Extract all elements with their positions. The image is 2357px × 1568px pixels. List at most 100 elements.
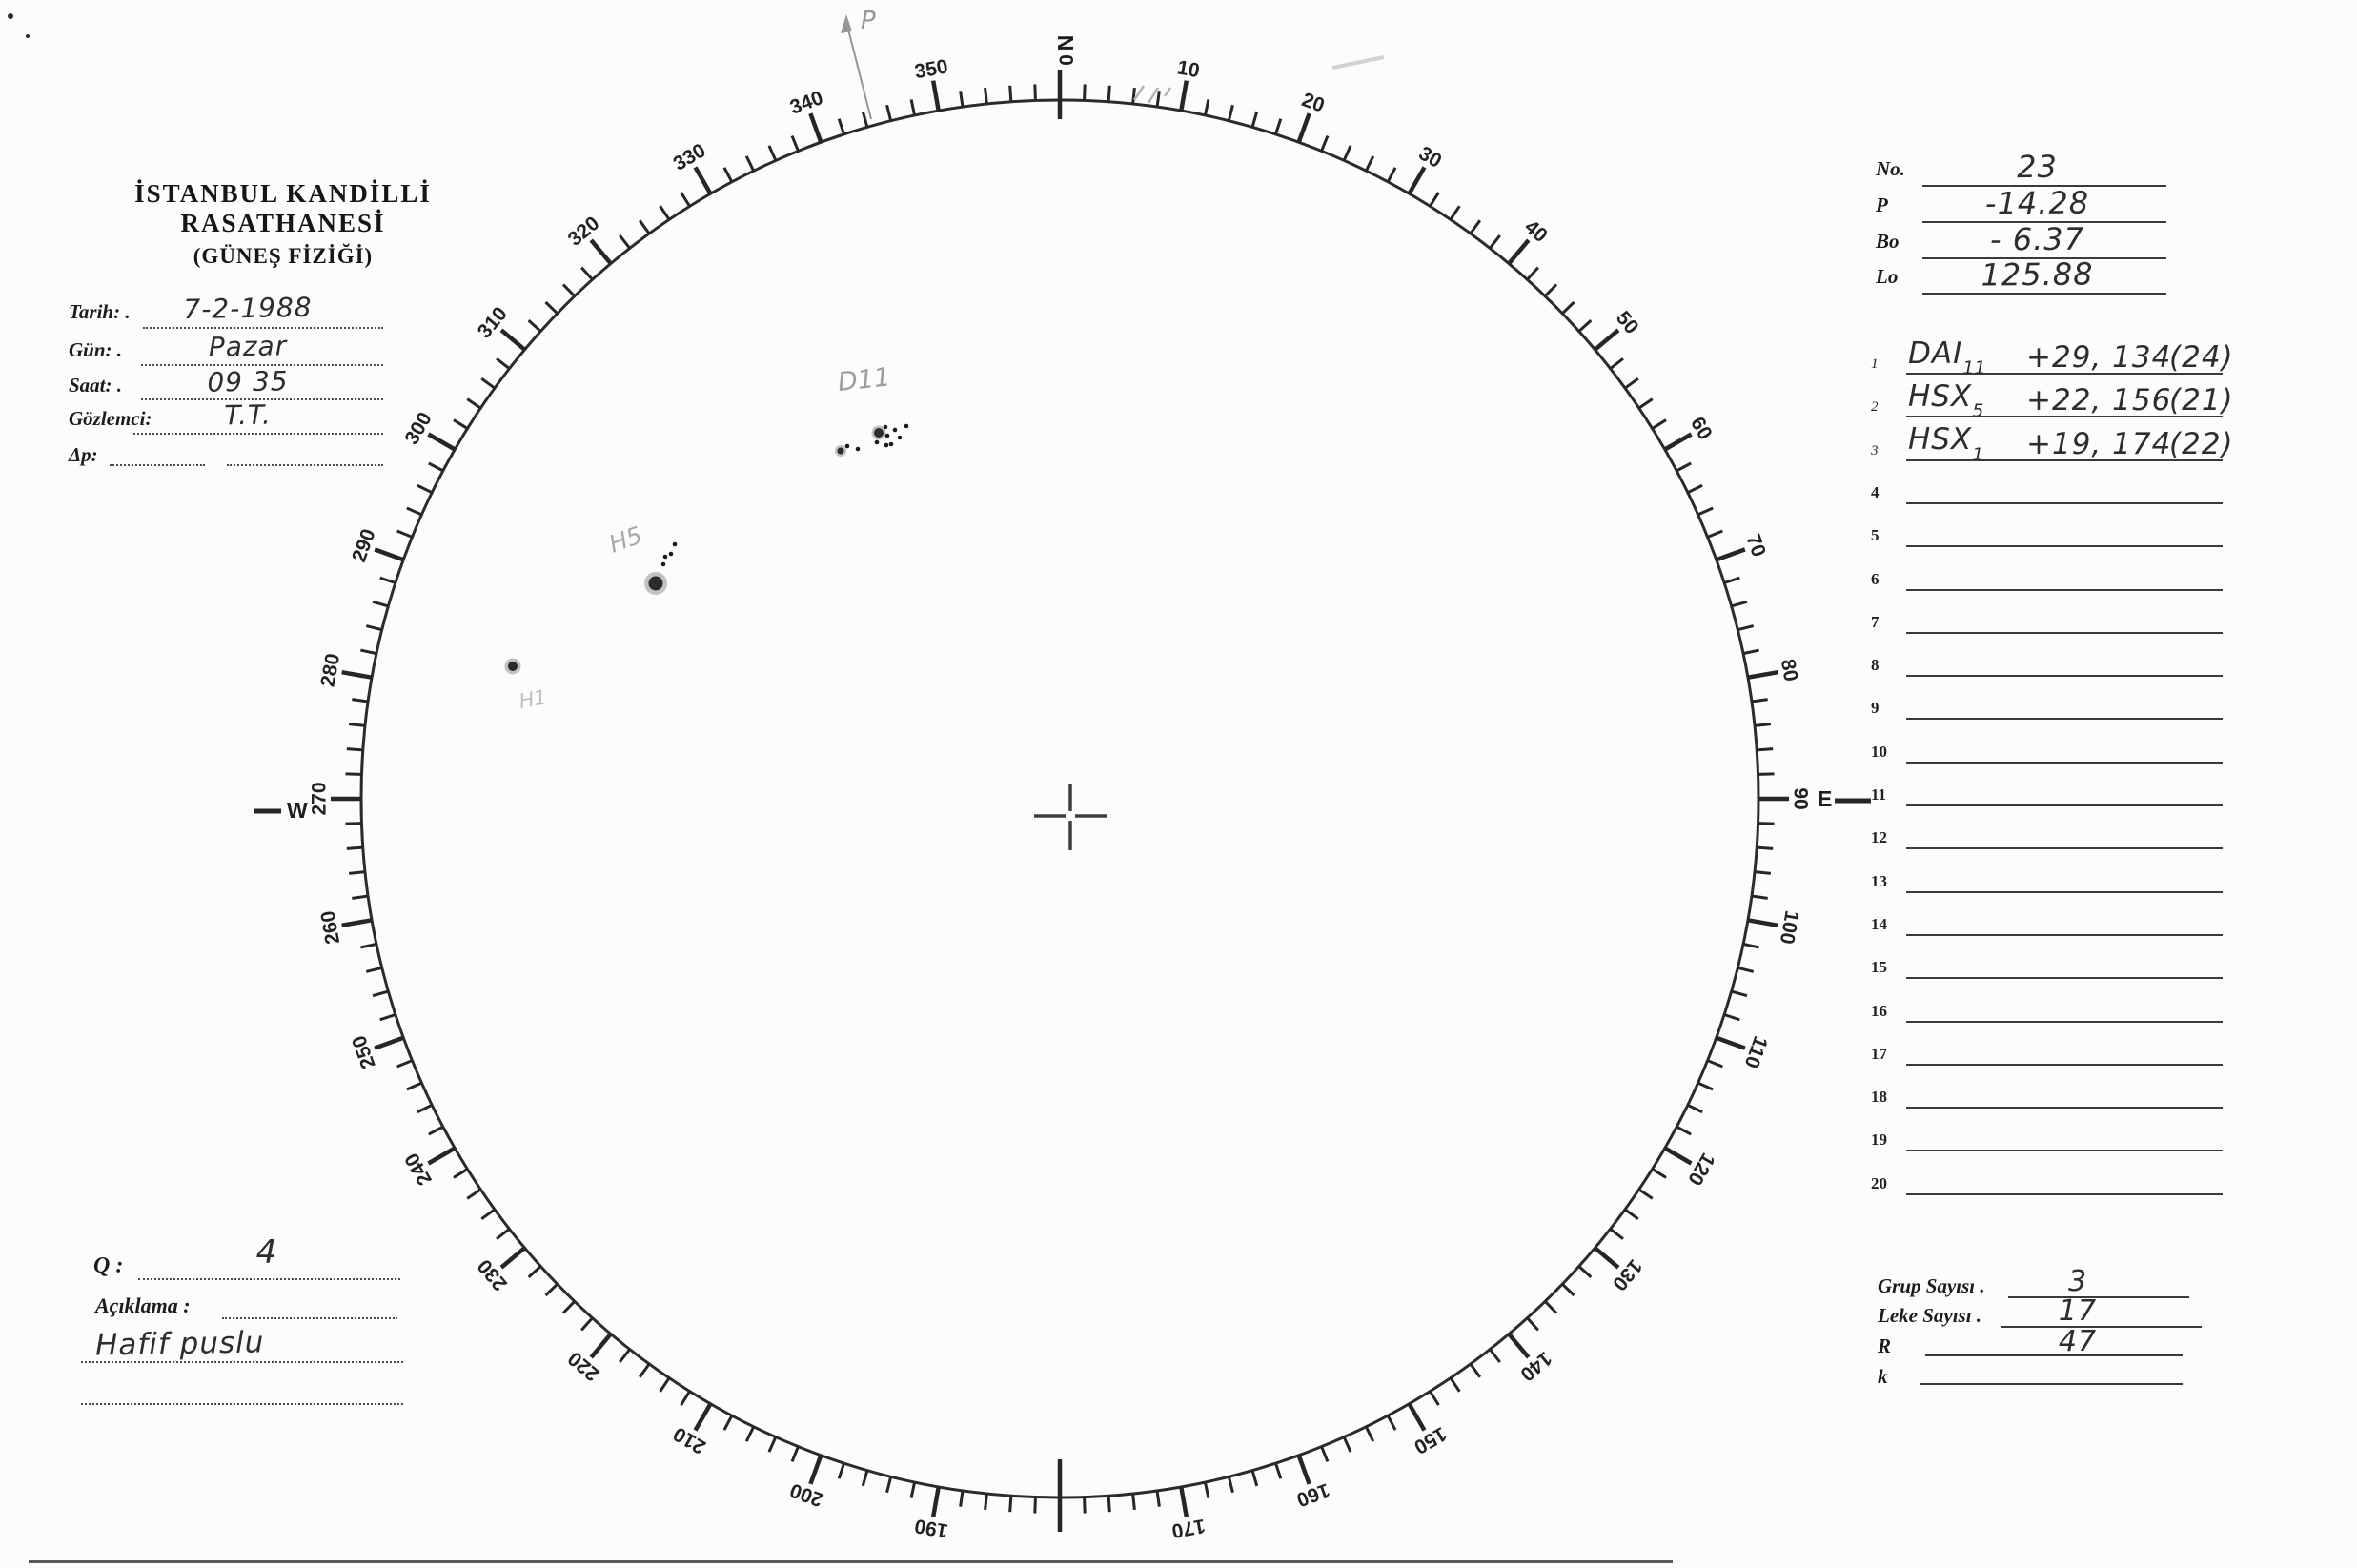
row-number: 6 bbox=[1871, 569, 1880, 588]
gun-value: Pazar bbox=[208, 330, 288, 363]
summary-row-r: R 47 bbox=[1868, 1325, 2230, 1367]
degree-tick bbox=[1758, 772, 1775, 776]
degree-tick bbox=[396, 529, 413, 539]
degree-tick bbox=[1407, 1402, 1427, 1432]
group-position: +29, 134 bbox=[2026, 340, 2172, 375]
row-number: 19 bbox=[1871, 1130, 1887, 1150]
scan-smudge bbox=[1331, 55, 1385, 70]
degree-tick bbox=[561, 283, 576, 297]
degree-tick bbox=[693, 1402, 713, 1432]
degree-tick bbox=[1676, 1125, 1692, 1136]
degree-tick bbox=[346, 747, 363, 752]
degree-tick bbox=[379, 576, 396, 584]
observatory-name: İSTANBUL KANDİLLİ RASATHANESİ bbox=[134, 179, 432, 237]
sunspot-dot bbox=[897, 435, 903, 440]
degree-tick bbox=[638, 1363, 651, 1378]
degree-tick bbox=[1489, 234, 1501, 250]
degree-tick bbox=[767, 145, 778, 161]
ephemeris-block: No. 23 P -14.28 Bo - 6.37 Lo 125.88 bbox=[1868, 148, 2230, 313]
degree-label: 30 bbox=[1415, 142, 1446, 173]
degree-tick bbox=[466, 397, 482, 410]
degree-tick bbox=[1687, 1103, 1703, 1114]
degree-tick bbox=[428, 1125, 444, 1136]
degree-tick bbox=[790, 135, 800, 152]
summary-block: Grup Sayısı . 3 Leke Sayısı . 17 R 47 k bbox=[1868, 1265, 2230, 1401]
row-line bbox=[1906, 545, 2223, 548]
saat-value: 09 35 bbox=[207, 365, 289, 398]
remark-line bbox=[81, 1361, 403, 1363]
summary-row-grup: Grup Sayısı . 3 bbox=[1868, 1265, 2230, 1307]
degree-label: 60 bbox=[1686, 414, 1717, 444]
scan-speck bbox=[8, 13, 13, 19]
bo-label: Bo bbox=[1876, 230, 1900, 253]
degree-tick bbox=[1594, 328, 1620, 352]
lo-label: Lo bbox=[1876, 265, 1899, 288]
group-position: +22, 156 bbox=[2026, 383, 2172, 418]
group-type: HSX1 bbox=[1908, 422, 1984, 465]
tarih-line bbox=[143, 327, 383, 329]
degree-tick bbox=[619, 234, 631, 250]
row-line bbox=[1906, 416, 2223, 418]
degree-tick bbox=[1083, 1497, 1087, 1514]
degree-label: 100 bbox=[1776, 909, 1803, 947]
degree-label: 80 bbox=[1777, 658, 1802, 683]
sunspot-dot bbox=[660, 561, 666, 567]
tarih-label: Tarih: . bbox=[69, 300, 131, 323]
group-list-row: 2 HSX5 +22, 156 (21) bbox=[1859, 377, 2259, 421]
gozlemci-label: Gözlemci: bbox=[69, 407, 152, 430]
degree-tick bbox=[1449, 205, 1461, 221]
north-label: N bbox=[1053, 35, 1078, 51]
leke-sayisi-line bbox=[2001, 1326, 2202, 1328]
row-number: 16 bbox=[1871, 1001, 1887, 1020]
no-line bbox=[1922, 185, 2166, 187]
west-label: W bbox=[287, 798, 308, 823]
degree-tick bbox=[348, 723, 366, 727]
scan-speck bbox=[26, 34, 30, 38]
degree-tick bbox=[1507, 238, 1531, 265]
degree-label: 290 bbox=[348, 526, 380, 565]
degree-tick bbox=[1561, 1283, 1575, 1297]
group-list-row: 7 bbox=[1859, 594, 2259, 634]
degree-tick bbox=[417, 483, 433, 495]
k-label: k bbox=[1878, 1365, 1888, 1388]
group-count: (22) bbox=[2169, 426, 2234, 461]
degree-tick bbox=[1676, 461, 1692, 473]
degree-tick bbox=[1663, 432, 1693, 452]
sunspot-dot bbox=[904, 423, 909, 429]
observatory-header: İSTANBUL KANDİLLİ RASATHANESİ (GÜNEŞ FİZ… bbox=[65, 179, 501, 269]
row-number: 7 bbox=[1871, 612, 1880, 631]
row-number: 20 bbox=[1871, 1173, 1887, 1192]
degree-tick bbox=[499, 1246, 526, 1270]
degree-tick bbox=[1155, 91, 1161, 108]
degree-label: 10 bbox=[1175, 56, 1201, 82]
p-line bbox=[1922, 221, 2166, 223]
group-list-row: 14 bbox=[1859, 896, 2259, 936]
group-list-row: 17 bbox=[1859, 1026, 2259, 1066]
degree-tick bbox=[1609, 1228, 1624, 1240]
form-field-saat: Saat: . 09 35 bbox=[67, 365, 396, 406]
degree-tick bbox=[428, 461, 444, 473]
group-list-row: 3 HSX1 +19, 174 (22) bbox=[1859, 421, 2259, 465]
sunspot-dot bbox=[884, 433, 890, 438]
leke-sayisi-label: Leke Sayısı . bbox=[1878, 1304, 1982, 1327]
row-line bbox=[1906, 933, 2223, 936]
degree-tick bbox=[1469, 1363, 1482, 1378]
degree-label: 190 bbox=[913, 1515, 950, 1542]
group-list-row: 19 bbox=[1859, 1111, 2259, 1152]
degree-tick bbox=[909, 1481, 917, 1498]
grup-sayisi-label: Grup Sayısı . bbox=[1878, 1274, 1985, 1297]
degree-label: 150 bbox=[1411, 1422, 1451, 1457]
no-value: 23 bbox=[2016, 148, 2059, 186]
sunspot-dot bbox=[884, 442, 889, 448]
degree-tick bbox=[1407, 166, 1427, 195]
degree-tick bbox=[1386, 167, 1397, 183]
degree-tick bbox=[1651, 1168, 1667, 1179]
degree-tick bbox=[1033, 84, 1037, 101]
degree-tick bbox=[580, 266, 594, 281]
degree-tick bbox=[885, 104, 893, 122]
degree-tick bbox=[589, 1333, 613, 1359]
bo-line bbox=[1922, 257, 2166, 259]
row-number: 14 bbox=[1871, 914, 1887, 933]
degree-tick bbox=[1342, 1436, 1352, 1453]
